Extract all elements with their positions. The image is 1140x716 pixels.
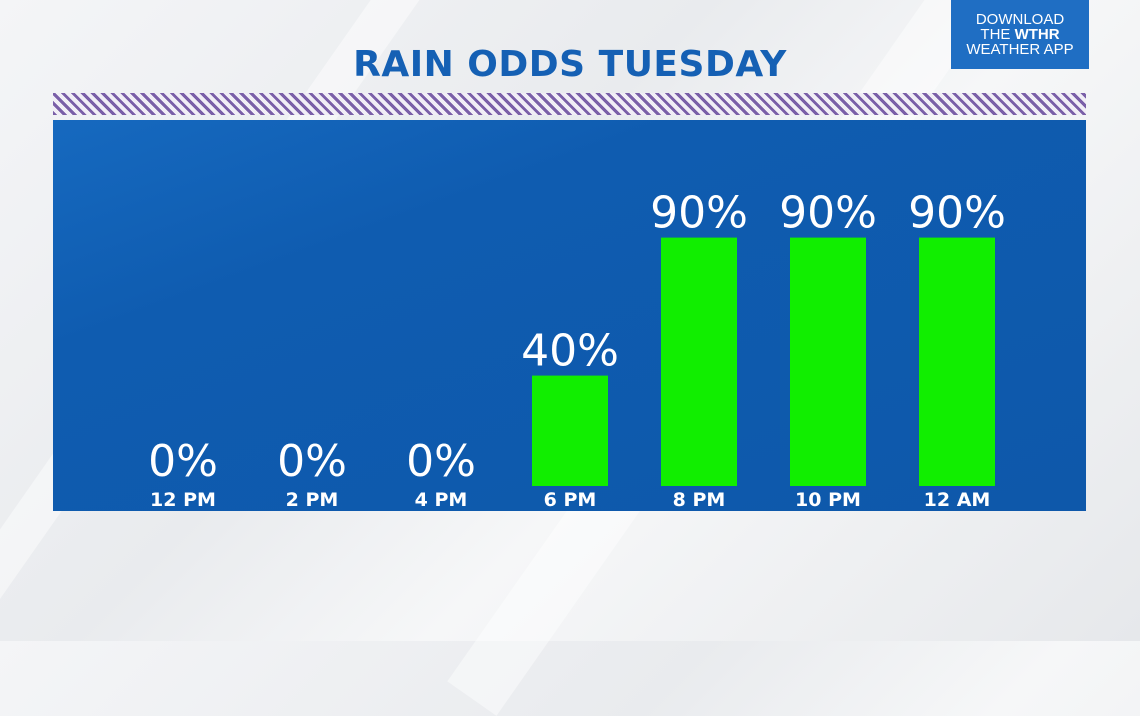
bar-8-pm [661, 237, 737, 486]
badge-brand: WTHR [1014, 26, 1060, 43]
hatched-divider [53, 93, 1086, 115]
data-label: 0% [277, 436, 347, 487]
page-title: RAIN ODDS TUESDAY [353, 44, 787, 85]
category-label: 10 PM [795, 489, 861, 511]
badge-line-2: THE WTHR [951, 27, 1089, 42]
app-download-badge[interactable]: DOWNLOAD THE WTHR WEATHER APP [951, 0, 1089, 69]
data-label: 90% [908, 188, 1006, 239]
badge-line-3: WEATHER APP [966, 41, 1074, 58]
badge-line-2-prefix: THE [980, 26, 1015, 43]
category-label: 12 AM [924, 489, 991, 511]
badge-line-1: DOWNLOAD [975, 11, 1065, 28]
data-label: 0% [148, 436, 218, 487]
data-label: 40% [521, 326, 619, 377]
data-label: 90% [779, 188, 877, 239]
data-label: 0% [406, 436, 476, 487]
category-label: 4 PM [415, 489, 468, 511]
bar-12-am [919, 237, 995, 486]
category-label: 2 PM [286, 489, 339, 511]
category-label: 6 PM [544, 489, 597, 511]
bar-6-pm [532, 375, 608, 486]
category-label: 12 PM [150, 489, 216, 511]
category-label: 8 PM [673, 489, 726, 511]
data-label: 90% [650, 188, 748, 239]
bar-10-pm [790, 237, 866, 486]
